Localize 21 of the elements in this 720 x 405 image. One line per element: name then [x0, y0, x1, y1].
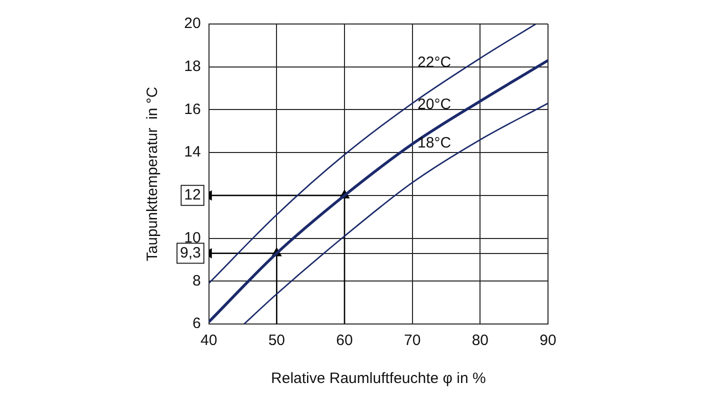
y-tick-label: 8: [192, 272, 201, 290]
y-axis-title: Taupunkttemperatur in °C: [144, 86, 162, 262]
y-tick-label: 14: [184, 144, 201, 161]
x-tick-label: 50: [268, 332, 286, 350]
x-tick-label: 70: [404, 332, 421, 350]
series-label: 20°C: [418, 96, 452, 113]
line-series: [208, 24, 536, 284]
x-tick-label: 80: [472, 332, 489, 350]
x-tick-label: 40: [200, 332, 218, 350]
y-tick-label: 9,3: [180, 244, 201, 262]
y-tick-label: 20: [184, 15, 201, 32]
y-tick-label: 10: [184, 229, 201, 246]
y-tick-label: 6: [192, 315, 201, 332]
series-label: 18°C: [418, 134, 452, 152]
series-label: 22°C: [418, 54, 452, 71]
y-tick-label: 18: [184, 58, 201, 75]
y-tick-label: 12: [184, 186, 201, 204]
x-tick-label: 90: [540, 332, 556, 350]
y-tick-label: 16: [184, 100, 201, 118]
x-axis-title: Relative Raumluftfeuchte φ in %: [271, 370, 486, 388]
x-tick-label: 60: [336, 332, 353, 350]
